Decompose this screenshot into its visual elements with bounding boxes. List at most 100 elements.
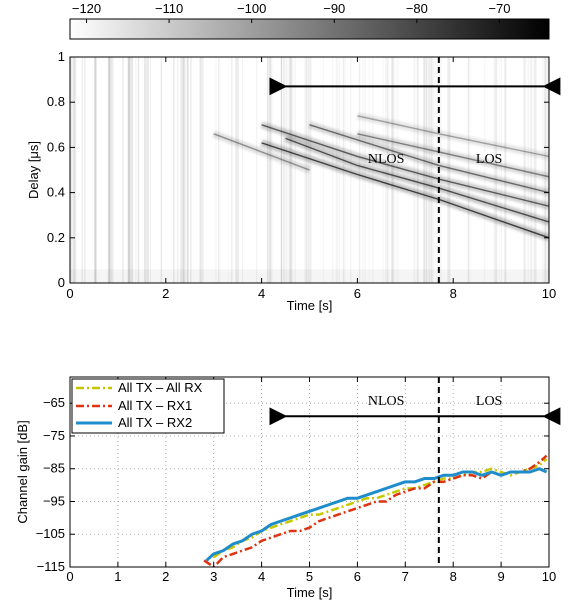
colorbar-tick-label: −100 (237, 1, 266, 16)
texture-streak (323, 57, 324, 283)
line-x-axis-label: Time [s] (287, 585, 333, 600)
y-tick-label: 0 (58, 275, 65, 290)
texture-streak (499, 57, 500, 283)
texture-streak (81, 57, 83, 283)
texture-streak (289, 57, 293, 283)
los-label: LOS (476, 394, 502, 409)
colorbar-ticks: −120 −110 −100 −90 −80 −70 (72, 1, 510, 23)
texture-streak (546, 57, 549, 283)
texture-streak (112, 57, 114, 283)
x-tick-label: 3 (210, 569, 217, 584)
y-tick-label: −115 (37, 559, 65, 574)
texture-streak (228, 57, 229, 283)
texture-streak (544, 57, 547, 283)
texture-streak (135, 57, 137, 283)
y-tick-label: 0.8 (47, 94, 65, 109)
texture-streak (235, 57, 237, 283)
y-tick-label: −75 (43, 428, 65, 443)
texture-streak (202, 57, 204, 283)
x-tick-label: 4 (258, 286, 265, 301)
texture-streak (73, 57, 75, 283)
multipath-trace (213, 133, 310, 171)
texture-streak (137, 57, 140, 283)
texture-streak (109, 57, 110, 283)
multipath-trace (261, 142, 549, 239)
y-tick-label: 0.6 (47, 139, 65, 154)
texture-streak (484, 57, 486, 283)
legend-label-rx2: All TX – RX2 (118, 415, 192, 430)
texture-streak (256, 57, 258, 283)
heatmap-x-axis-label: Time [s] (287, 298, 333, 313)
texture-streak (236, 57, 239, 283)
texture-streak (281, 57, 283, 283)
y-tick-label: 0.2 (47, 230, 65, 245)
texture-streak (358, 57, 361, 283)
texture-streak (150, 57, 151, 283)
y-tick-label: 1 (58, 49, 65, 64)
texture-streak (291, 57, 293, 283)
x-tick-label: 7 (402, 569, 409, 584)
texture-streak (269, 57, 271, 283)
colorbar-tick-label: −70 (488, 1, 510, 16)
x-tick-label: 8 (450, 286, 457, 301)
texture-streak (280, 57, 282, 283)
x-tick-label: 4 (258, 569, 265, 584)
texture-streak (544, 57, 546, 283)
texture-streak (501, 57, 503, 283)
texture-streak (423, 57, 426, 283)
line-panel: NLOS LOS 0 1 2 3 4 5 6 7 8 9 10 −115 −105 −95 −85 −75 −6… (15, 376, 561, 600)
texture-streak (294, 57, 296, 283)
series-line-0 (212, 457, 548, 559)
legend: All TX – All RX All TX – RX1 All TX – RX… (71, 378, 225, 434)
x-tick-label: 10 (542, 569, 556, 584)
texture-streak (127, 57, 130, 283)
texture-streak (425, 57, 428, 283)
texture-streak (423, 57, 425, 283)
y-tick-label: −105 (36, 526, 65, 541)
texture-streak (160, 57, 163, 283)
texture-streak (186, 57, 189, 283)
texture-streak (143, 57, 147, 283)
texture-streak (429, 57, 432, 283)
texture-streak (182, 57, 185, 283)
series-line-1 (203, 454, 548, 567)
nlos-label: NLOS (368, 152, 405, 167)
multipath-trace (285, 137, 549, 223)
x-tick-label: 5 (306, 569, 313, 584)
texture-streak (230, 57, 233, 283)
x-tick-label: 6 (354, 569, 361, 584)
line-axes: 0 1 2 3 4 5 6 7 8 9 10 −115 −105 −95 −85 −75 −65 (36, 377, 556, 584)
x-tick-label: 2 (162, 569, 169, 584)
line-series-group (203, 454, 548, 567)
texture-streak (217, 57, 220, 283)
x-tick-label: 1 (114, 569, 121, 584)
texture-streak (242, 57, 243, 283)
texture-streak (286, 57, 288, 283)
x-tick-label: 6 (354, 286, 361, 301)
multipath-trace (309, 124, 549, 194)
texture-streak (431, 57, 434, 283)
y-tick-label: −95 (43, 493, 65, 508)
texture-streak (215, 57, 217, 283)
texture-streak (183, 57, 186, 283)
multipath-trace (357, 115, 549, 158)
texture-streak (440, 57, 442, 283)
texture-streak (495, 57, 496, 283)
texture-streak (269, 57, 273, 283)
texture-streak (218, 57, 220, 283)
colorbar-tick-label: −90 (323, 1, 345, 16)
colorbar-tick-label: −120 (72, 1, 101, 16)
texture-streak (83, 57, 86, 283)
y-tick-label: 0.4 (47, 185, 65, 200)
y-tick-label: −85 (43, 461, 65, 476)
texture-streak (93, 57, 97, 283)
los-label: LOS (476, 152, 502, 167)
texture-streak (181, 57, 184, 283)
texture-streak (176, 57, 179, 283)
texture-streak (173, 57, 175, 283)
texture-streak (110, 57, 112, 283)
x-tick-label: 9 (497, 569, 504, 584)
texture-streak (180, 57, 182, 283)
x-tick-label: 2 (162, 286, 169, 301)
